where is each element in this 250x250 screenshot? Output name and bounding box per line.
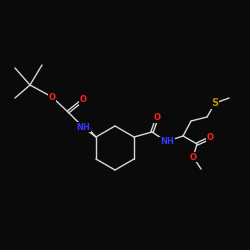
Text: O: O: [80, 96, 86, 104]
Text: O: O: [206, 134, 214, 142]
Text: NH: NH: [76, 122, 90, 132]
Text: S: S: [212, 98, 218, 108]
Text: O: O: [48, 92, 56, 102]
Text: O: O: [190, 152, 196, 162]
Text: O: O: [154, 114, 160, 122]
Text: NH: NH: [160, 138, 174, 146]
